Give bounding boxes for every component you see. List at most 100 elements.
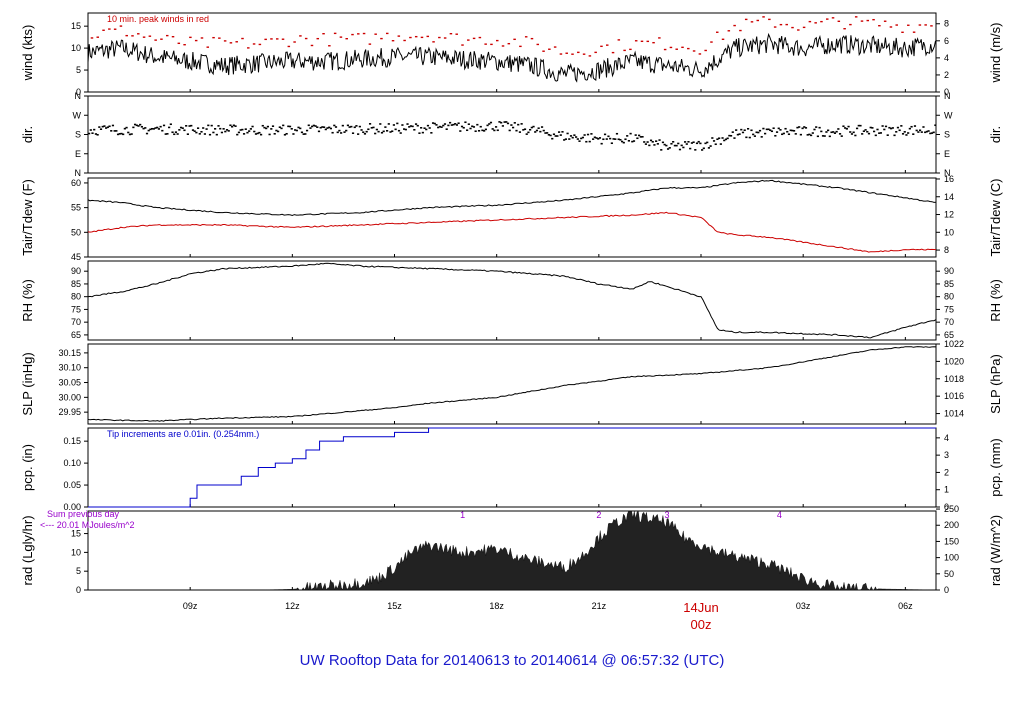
peak-wind-mark	[791, 26, 794, 29]
dir-point	[632, 140, 636, 142]
dir-point	[375, 128, 378, 131]
dir-point	[314, 125, 317, 127]
dir-point	[920, 131, 923, 133]
dir-point	[682, 146, 685, 149]
panel-annotation: Tip increments are 0.01in. (0.254mm.)	[107, 429, 259, 439]
dir-point	[481, 129, 484, 132]
dir-point	[673, 144, 676, 147]
dir-point	[534, 131, 537, 133]
dir-point	[385, 130, 389, 132]
dir-point	[772, 127, 775, 130]
dir-point	[195, 131, 198, 134]
dir-point	[903, 131, 906, 133]
dir-point	[755, 131, 758, 134]
dir-point	[830, 131, 833, 134]
dir-point	[416, 124, 419, 127]
dir-point	[638, 134, 641, 137]
y-tick-label-right: 90	[944, 266, 954, 276]
dir-point	[581, 136, 585, 139]
dir-point	[821, 135, 825, 137]
dir-point	[646, 141, 649, 143]
y-tick-label: 45	[71, 252, 81, 262]
dir-point	[363, 133, 367, 135]
y-tick-label: 15	[71, 21, 81, 31]
y-axis-label-right: wind (m/s)	[988, 23, 1003, 84]
panel-slp: 29.95 30.00 30.05 30.10 30.15 1014 1016 1018 102…	[20, 339, 1003, 425]
dir-point	[517, 123, 520, 126]
peak-wind-mark	[270, 38, 273, 40]
peak-wind-mark	[160, 38, 163, 40]
dir-point	[556, 135, 559, 137]
dir-point	[329, 127, 332, 130]
page-title: UW Rooftop Data for 20140613 to 20140614…	[299, 652, 725, 669]
dir-point	[443, 123, 447, 125]
dir-point	[196, 127, 200, 129]
dir-point	[932, 131, 935, 134]
dir-point	[527, 131, 530, 134]
peak-wind-mark	[802, 26, 806, 29]
time-day-label: 14Jun	[683, 600, 718, 615]
peak-wind-mark	[339, 36, 343, 38]
dir-point	[605, 138, 608, 140]
dir-point	[512, 126, 515, 129]
dir-point	[152, 128, 155, 130]
panel-rh: 65 70 75 80 85 90 65 70 75 80 85 90 RH (%) RH (%)	[20, 260, 1003, 341]
dir-point	[930, 132, 934, 134]
dir-point	[387, 123, 390, 125]
dir-point	[583, 134, 586, 136]
peak-wind-mark	[131, 35, 134, 37]
y-tick-label: E	[75, 149, 81, 159]
peak-wind-mark	[125, 34, 128, 37]
dir-point	[789, 129, 792, 132]
dir-point	[746, 127, 750, 130]
dir-point	[455, 124, 459, 126]
dir-point	[259, 133, 263, 136]
peak-wind-mark	[194, 39, 198, 42]
y-axis-label: pcp. (in)	[20, 444, 35, 491]
dir-point	[869, 126, 872, 129]
dir-point	[382, 130, 385, 133]
dir-point	[539, 130, 542, 133]
panel-frame	[87, 343, 937, 425]
dir-point	[884, 125, 888, 128]
dir-point	[629, 132, 632, 135]
dir-point	[379, 123, 382, 125]
dir-point	[781, 133, 784, 136]
dir-point	[322, 126, 326, 129]
dir-point	[910, 125, 913, 128]
peak-wind-mark	[663, 48, 667, 51]
y-tick-label: 0.05	[63, 480, 81, 490]
dir-point	[719, 143, 722, 145]
dir-point	[273, 132, 276, 135]
peak-wind-mark	[449, 32, 453, 35]
dir-point	[380, 131, 384, 134]
panel-tair: 45 50 55 60 8 10 12 14 16 Tair/Tdew (F) Tair/Tdew …	[20, 174, 1003, 262]
y-tick-label-right: 2	[944, 70, 949, 80]
y-axis-label-right: RH (%)	[988, 279, 1003, 322]
dir-point	[806, 134, 809, 136]
dir-point	[190, 124, 193, 127]
y-axis-label-right: SLP (hPa)	[988, 354, 1003, 414]
dir-point	[467, 123, 470, 126]
dir-point	[88, 132, 91, 135]
dir-point	[844, 127, 847, 129]
dir-point	[421, 131, 424, 134]
peak-wind-mark	[600, 45, 603, 48]
peak-wind-mark	[797, 29, 800, 31]
y-tick-label: 30.15	[58, 348, 81, 358]
dir-point	[191, 129, 195, 131]
dir-point	[500, 121, 503, 124]
dir-point	[927, 130, 930, 132]
y-tick-label-right: 65	[944, 330, 954, 340]
y-tick-label: 30.00	[58, 392, 81, 402]
dir-point	[471, 125, 474, 128]
y-tick-label: W	[73, 110, 82, 120]
dir-point	[164, 133, 167, 135]
dir-point	[205, 128, 208, 130]
dir-point	[532, 125, 535, 128]
dir-point	[472, 126, 476, 128]
peak-wind-mark	[148, 35, 152, 37]
dir-point	[113, 130, 116, 132]
dir-point	[212, 131, 215, 134]
dir-point	[248, 130, 251, 132]
